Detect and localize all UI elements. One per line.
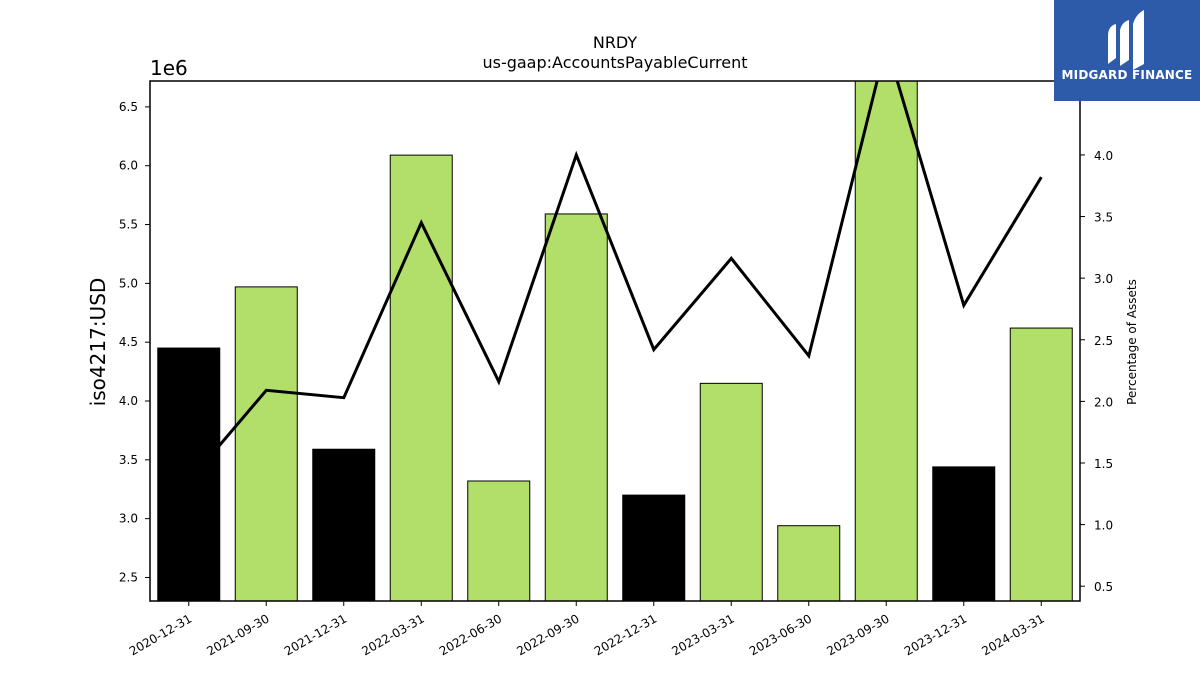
bar-2023-03-31 (699, 382, 763, 601)
y-tick-label: 5.5 (119, 218, 138, 232)
y2-tick-label: 3.5 (1094, 211, 1113, 225)
y-tick-label: 3.5 (119, 453, 138, 467)
y-tick-label: 4.5 (119, 335, 138, 349)
y-tick-label: 6.5 (119, 100, 138, 114)
logo-text: MIDGARD FINANCE (1061, 68, 1193, 82)
y2-tick-label: 2.5 (1094, 334, 1113, 348)
x-tick-label: 2020-12-31 (127, 611, 194, 658)
bar-2022-03-31 (389, 154, 453, 601)
x-tick-label: 2021-09-30 (204, 611, 271, 658)
y2-axis-label: Percentage of Assets (1125, 279, 1139, 405)
x-tick-label: 2023-09-30 (824, 611, 891, 658)
x-tick-label: 2022-06-30 (437, 611, 504, 658)
x-tick-label: 2024-03-31 (979, 611, 1046, 658)
plot-frame (149, 80, 1081, 602)
bar-2023-12-31 (932, 466, 996, 601)
x-tick-label: 2023-06-30 (747, 611, 814, 658)
bar-2022-12-31 (622, 494, 686, 601)
x-tick-label: 2023-03-31 (669, 611, 736, 658)
y-tick-label: 6.0 (119, 159, 138, 173)
bar-2020-12-31 (157, 347, 221, 601)
percentage-of-assets-line (187, 81, 1043, 483)
x-tick-label: 2021-12-31 (282, 611, 349, 658)
y-axis-label: iso4217:USD (86, 278, 110, 407)
x-tick-label: 2023-12-31 (902, 611, 969, 658)
bar-2021-09-30 (234, 286, 298, 601)
chart-title: NRDY (593, 33, 638, 52)
x-tick-label: 2022-03-31 (359, 611, 426, 658)
y2-tick-label: 1.0 (1094, 519, 1113, 533)
y2-tick-label: 2.0 (1094, 395, 1113, 409)
chart-subtitle: us-gaap:AccountsPayableCurrent (482, 53, 747, 72)
plot-area: 2.5 3.0 3.5 4.0 4.5 5.0 5.5 6.0 6.5 0.5 1.0 1.5 2.0 2… (119, 80, 1113, 658)
x-tick-label: 2022-09-30 (514, 611, 581, 658)
y-tick-label: 3.0 (119, 512, 138, 526)
bar-2023-09-30 (854, 81, 918, 601)
x-tick-label: 2022-12-31 (592, 611, 659, 658)
bar-2024-03-31 (1009, 327, 1073, 601)
y2-tick-label: 0.5 (1094, 580, 1113, 594)
midgard-logo-icon (1108, 10, 1144, 70)
y2-tick-label: 3.0 (1094, 272, 1113, 286)
bar-2022-06-30 (467, 480, 531, 601)
y2-tick-label: 1.5 (1094, 457, 1113, 471)
y-tick-label: 5.0 (119, 276, 138, 290)
y-tick-label: 4.0 (119, 394, 138, 408)
line-series (187, 81, 1043, 483)
bar-series (157, 81, 1073, 601)
y-tick-label: 2.5 (119, 570, 138, 584)
y2-tick-label: 4.0 (1094, 149, 1113, 163)
bar-2023-06-30 (777, 525, 841, 601)
bar-2021-12-31 (312, 448, 376, 601)
bar-2022-09-30 (544, 213, 608, 601)
midgard-finance-logo: MIDGARD FINANCE (1054, 0, 1200, 101)
y-offset-label: 1e6 (150, 56, 188, 80)
